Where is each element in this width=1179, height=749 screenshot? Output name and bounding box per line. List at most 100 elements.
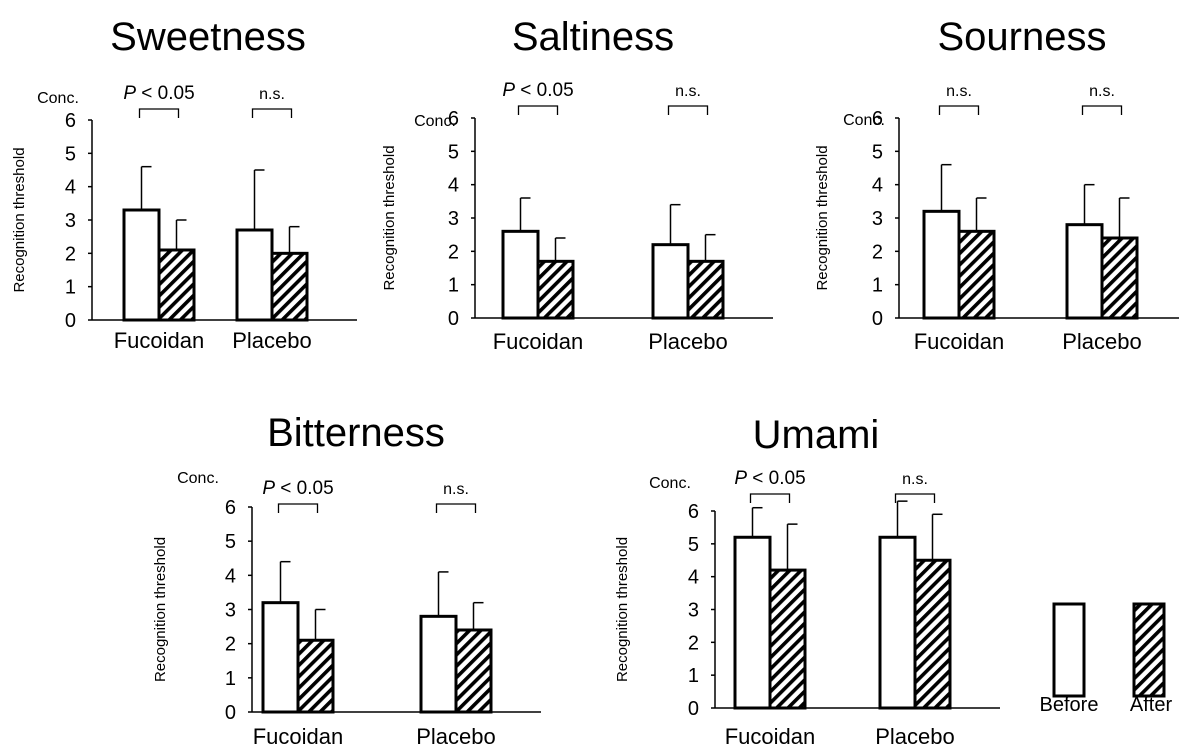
- significance-text: n.s.: [946, 83, 972, 100]
- panel-saltiness: Saltiness Conc. Recognition threshold 0 1 2 3 4…: [381, 15, 773, 354]
- significance-label: n.s.: [443, 481, 469, 498]
- bar-before-placebo: [235, 228, 274, 322]
- significance-label: P < 0.05: [734, 468, 805, 489]
- significance-p-symbol: P: [502, 80, 515, 101]
- bar-before-placebo: [1065, 223, 1104, 320]
- bar-before-fucoidan: [922, 209, 961, 320]
- y-tick-label: 6: [448, 108, 459, 130]
- panel-title: Sweetness: [110, 15, 306, 59]
- y-tick-label: 6: [872, 108, 883, 130]
- y-tick-label: 1: [65, 277, 76, 299]
- significance-text: n.s.: [675, 83, 701, 100]
- significance-p-symbol: P: [262, 478, 275, 499]
- bar-after-fucoidan: [957, 229, 996, 320]
- significance-label: P < 0.05: [123, 83, 194, 104]
- panel-title: Saltiness: [512, 15, 674, 59]
- significance-text: < 0.05: [275, 478, 334, 499]
- y-tick-label: 4: [872, 175, 883, 197]
- panel-title: Umami: [753, 413, 880, 457]
- y-tick-label: 4: [65, 177, 76, 199]
- y-tick-label: 2: [225, 634, 236, 656]
- bar-before-placebo: [651, 243, 690, 320]
- y-axis-label: Recognition threshold: [814, 145, 831, 290]
- y-tick-label: 5: [872, 141, 883, 163]
- y-tick-label: 1: [448, 275, 459, 297]
- y-tick-label: 3: [225, 600, 236, 622]
- significance-bracket: [667, 105, 709, 115]
- panel-title: Sourness: [938, 15, 1107, 59]
- category-label: Fucoidan: [253, 724, 344, 749]
- y-tick-label: 2: [872, 241, 883, 263]
- y-tick-label: 0: [65, 310, 76, 332]
- panel-sweetness: Sweetness Conc. Recognition threshold 0 1 2 3 4…: [11, 15, 357, 353]
- significance-text: n.s.: [1089, 83, 1115, 100]
- significance-bracket: [1081, 105, 1123, 115]
- category-label: Placebo: [648, 329, 728, 354]
- significance-label: P < 0.05: [502, 80, 573, 101]
- unit-label: Conc.: [177, 470, 219, 487]
- significance-bracket: [277, 503, 319, 513]
- significance-label: n.s.: [902, 471, 928, 488]
- y-tick-label: 1: [872, 275, 883, 297]
- y-tick-label: 3: [65, 210, 76, 232]
- significance-label: n.s.: [675, 83, 701, 100]
- significance-text: < 0.05: [136, 83, 195, 104]
- y-tick-label: 3: [872, 208, 883, 230]
- unit-label: Conc.: [843, 112, 885, 129]
- significance-text: n.s.: [443, 481, 469, 498]
- bar-after-placebo: [270, 251, 309, 322]
- significance-label: n.s.: [259, 86, 285, 103]
- significance-p-symbol: P: [123, 83, 136, 104]
- y-tick-label: 2: [448, 241, 459, 263]
- category-label: Placebo: [416, 724, 496, 749]
- bar-before-fucoidan: [122, 208, 161, 322]
- unit-label: Conc.: [414, 113, 456, 130]
- bar-before-fucoidan: [733, 535, 772, 710]
- significance-bracket: [938, 105, 980, 115]
- significance-bracket: [435, 503, 477, 513]
- legend-before-swatch: [1052, 602, 1086, 698]
- y-tick-label: 0: [448, 308, 459, 330]
- bar-before-placebo: [419, 614, 458, 714]
- bar-after-fucoidan: [157, 248, 196, 322]
- y-axis-label: Recognition threshold: [11, 147, 28, 292]
- category-label: Fucoidan: [914, 329, 1005, 354]
- y-tick-label: 1: [225, 668, 236, 690]
- significance-label: P < 0.05: [262, 478, 333, 499]
- y-axis-label: Recognition threshold: [152, 537, 169, 682]
- significance-text: < 0.05: [515, 80, 574, 101]
- y-axis-label: Recognition threshold: [381, 145, 398, 290]
- legend: Before After: [1040, 602, 1172, 716]
- significance-text: n.s.: [259, 86, 285, 103]
- bar-after-fucoidan: [536, 259, 575, 320]
- y-tick-label: 3: [448, 208, 459, 230]
- category-label: Fucoidan: [493, 329, 584, 354]
- category-label: Placebo: [232, 328, 312, 353]
- significance-bracket: [749, 493, 791, 503]
- category-label: Fucoidan: [114, 328, 205, 353]
- significance-bracket: [517, 105, 559, 115]
- y-tick-label: 0: [688, 698, 699, 720]
- legend-before-label: Before: [1040, 694, 1099, 716]
- y-tick-label: 2: [65, 243, 76, 265]
- y-tick-label: 4: [688, 567, 699, 589]
- panel-sourness: Sourness Conc. Recognition threshold 0 1 2 3 4 5…: [814, 15, 1179, 354]
- category-label: Fucoidan: [725, 724, 816, 749]
- bar-after-fucoidan: [768, 568, 807, 710]
- panel-title: Bitterness: [267, 411, 445, 455]
- bar-before-fucoidan: [261, 601, 300, 714]
- significance-bracket: [894, 493, 936, 503]
- y-tick-label: 1: [688, 665, 699, 687]
- y-tick-label: 6: [225, 497, 236, 519]
- bar-after-placebo: [913, 558, 952, 710]
- y-tick-label: 6: [65, 110, 76, 132]
- unit-label: Conc.: [37, 90, 79, 107]
- bar-before-placebo: [878, 535, 917, 710]
- panel-bitterness: Bitterness Conc. Recognition threshold 0 1 2 3…: [152, 411, 541, 749]
- y-tick-label: 5: [688, 534, 699, 556]
- bar-after-fucoidan: [296, 638, 335, 714]
- category-label: Placebo: [1062, 329, 1142, 354]
- panel-umami: Umami Conc. Recognition threshold 0 1 2 3 4 5 6 Fu…: [614, 413, 1000, 749]
- significance-text: n.s.: [902, 471, 928, 488]
